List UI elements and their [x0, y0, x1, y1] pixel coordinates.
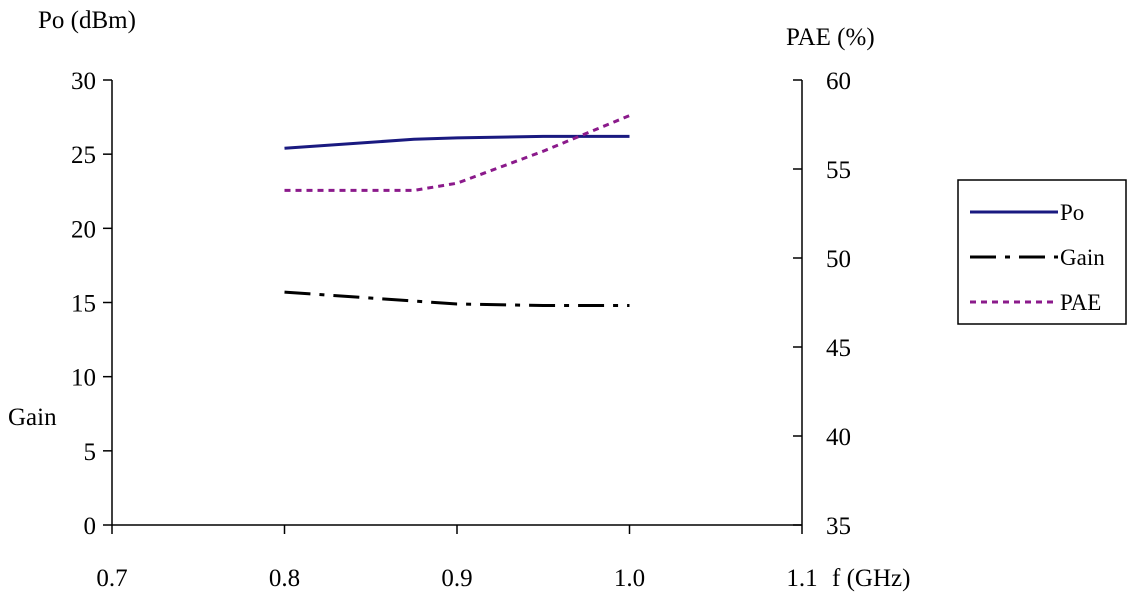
legend-label-po: Po	[1060, 200, 1084, 225]
x-tick-label: 0.8	[269, 565, 300, 592]
right-tick-label: 50	[826, 246, 851, 273]
right-tick-label: 35	[826, 513, 851, 540]
x-tick-label: 1.0	[614, 565, 645, 592]
left-tick-label: 15	[71, 291, 96, 318]
legend: Po Gain PAE	[957, 179, 1127, 325]
left-tick-label: 5	[84, 439, 97, 466]
right-axis-title: PAE (%)	[786, 24, 875, 51]
right-tick-label: 45	[826, 335, 851, 362]
series-line-pae	[284, 114, 631, 192]
legend-label-pae: PAE	[1060, 290, 1101, 315]
x-axis-title: f (GHz)	[832, 565, 910, 592]
left-axis-title: Po (dBm)	[38, 7, 136, 34]
left-tick-label: 25	[71, 142, 96, 169]
left-axis-secondary-title: Gain	[8, 404, 57, 431]
left-tick-label: 10	[71, 365, 96, 392]
x-tick-label: 0.7	[96, 565, 127, 592]
x-tick-label: 0.9	[441, 565, 472, 592]
series-line-gain	[284, 290, 630, 307]
left-tick-label: 0	[84, 513, 97, 540]
series-line-po	[284, 134, 630, 150]
right-tick-label: 55	[826, 157, 851, 184]
left-tick-label: 30	[71, 68, 96, 95]
right-tick-label: 60	[826, 68, 851, 95]
x-tick-label: 1.1	[786, 565, 817, 592]
left-tick-labels: 0 5 10 15 20 25 30	[71, 68, 96, 540]
legend-box	[957, 179, 1127, 325]
right-tick-labels: 35 40 45 50 55 60	[826, 68, 851, 540]
series-lines	[284, 114, 631, 307]
legend-label-gain: Gain	[1060, 245, 1105, 270]
x-tick-labels: 0.7 0.8 0.9 1.0 1.1	[96, 565, 817, 592]
left-tick-label: 20	[71, 216, 96, 243]
right-tick-label: 40	[826, 424, 851, 451]
axes	[103, 79, 803, 534]
